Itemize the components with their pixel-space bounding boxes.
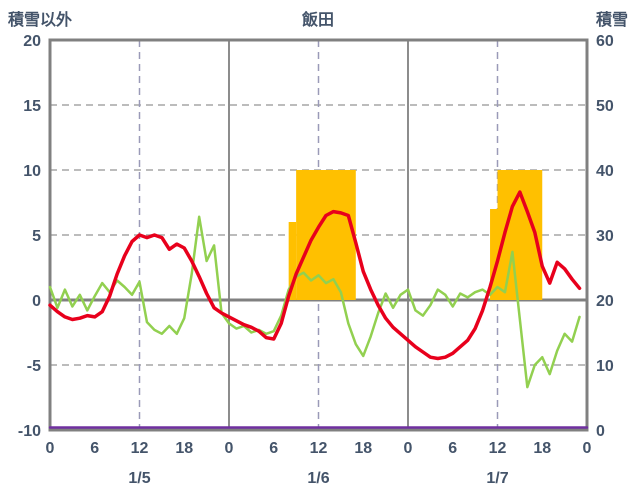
svg-text:6: 6 <box>269 440 278 457</box>
svg-text:10: 10 <box>596 358 614 375</box>
svg-text:15: 15 <box>23 98 41 115</box>
svg-text:1/5: 1/5 <box>128 470 150 487</box>
svg-text:0: 0 <box>583 440 592 457</box>
svg-text:12: 12 <box>131 440 149 457</box>
svg-text:12: 12 <box>489 440 507 457</box>
chart-title: 飯田 <box>301 12 334 29</box>
svg-text:12: 12 <box>310 440 328 457</box>
svg-text:10: 10 <box>23 163 41 180</box>
svg-text:5: 5 <box>32 228 41 245</box>
svg-text:0: 0 <box>596 423 605 440</box>
svg-text:30: 30 <box>596 228 614 245</box>
svg-text:18: 18 <box>175 440 193 457</box>
svg-text:0: 0 <box>404 440 413 457</box>
svg-text:0: 0 <box>46 440 55 457</box>
svg-text:60: 60 <box>596 33 614 50</box>
svg-text:0: 0 <box>225 440 234 457</box>
svg-text:20: 20 <box>23 33 41 50</box>
right-axis-title: 積雪 <box>595 12 628 29</box>
svg-text:50: 50 <box>596 98 614 115</box>
svg-text:0: 0 <box>32 293 41 310</box>
svg-text:6: 6 <box>448 440 457 457</box>
svg-text:18: 18 <box>533 440 551 457</box>
svg-text:20: 20 <box>596 293 614 310</box>
svg-text:6: 6 <box>90 440 99 457</box>
svg-text:-5: -5 <box>27 358 41 375</box>
svg-text:1/6: 1/6 <box>307 470 329 487</box>
left-axis-title: 積雪以外 <box>8 12 73 29</box>
svg-text:-10: -10 <box>18 423 41 440</box>
svg-text:18: 18 <box>354 440 372 457</box>
svg-text:1/7: 1/7 <box>486 470 508 487</box>
svg-text:40: 40 <box>596 163 614 180</box>
